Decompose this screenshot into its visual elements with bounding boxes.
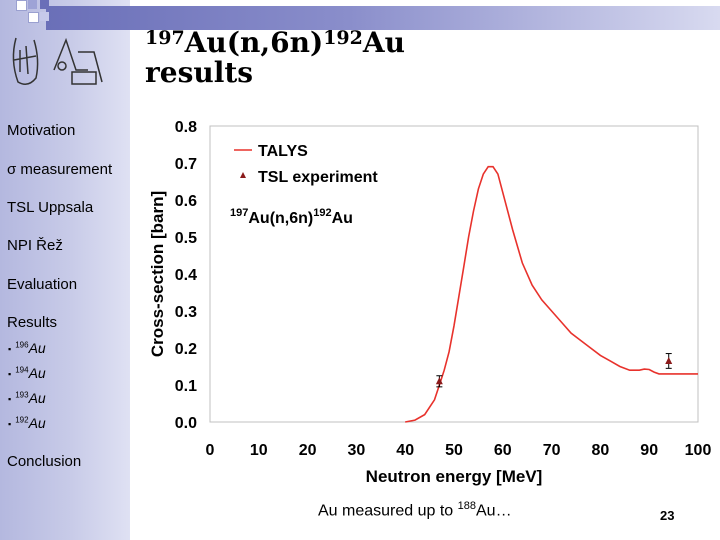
x-tick-label: 40 — [396, 442, 414, 459]
nav-item-npi-rez[interactable]: NPI Řež — [7, 237, 63, 254]
y-tick-label: 0.0 — [175, 415, 197, 432]
gsi-logo — [53, 37, 103, 85]
experiment-point — [435, 377, 443, 385]
deco-square — [16, 0, 27, 11]
cross-section-chart: 0.0 0.1 0.2 0.3 0.4 0.5 0.6 0.7 0.8 0 10 20 30 40 50 6… — [148, 119, 712, 486]
nav-subitem-au196[interactable]: ▪ 196Au — [8, 340, 46, 356]
y-tick-label: 0.7 — [175, 156, 197, 173]
y-tick-label: 0.4 — [175, 267, 197, 284]
legend-box — [222, 134, 402, 190]
chart-annotation: 197Au(n,6n)192Au — [230, 207, 353, 227]
nav-subitem-au193[interactable]: ▪ 193Au — [8, 390, 46, 406]
x-tick-label: 70 — [543, 442, 561, 459]
x-tick-label: 90 — [640, 442, 658, 459]
nav-item-results[interactable]: Results — [7, 314, 58, 331]
x-tick-label: 60 — [494, 442, 512, 459]
series-points-tsl-experiment — [435, 353, 673, 388]
nav-subitem-au194[interactable]: ▪ 194Au — [8, 365, 46, 381]
page-number: 23 — [660, 508, 675, 523]
x-tick-labels: 0 10 20 30 40 50 60 70 80 90 100 — [206, 442, 712, 459]
deco-square — [28, 12, 39, 23]
deco-square — [40, 0, 49, 9]
deco-square — [28, 0, 37, 9]
x-tick-label: 100 — [685, 442, 712, 459]
y-tick-labels: 0.0 0.1 0.2 0.3 0.4 0.5 0.6 0.7 0.8 — [175, 119, 197, 432]
y-tick-label: 0.5 — [175, 230, 197, 247]
nav-item-tsl-uppsala[interactable]: TSL Uppsala — [7, 199, 94, 216]
nav-item-evaluation[interactable]: Evaluation — [7, 276, 78, 293]
x-tick-label: 30 — [348, 442, 366, 459]
y-tick-label: 0.2 — [175, 341, 197, 358]
x-axis-label: Neutron energy [MeV] — [366, 467, 543, 486]
legend-swatch-tsl-experiment — [240, 172, 246, 178]
x-tick-label: 10 — [250, 442, 268, 459]
x-tick-label: 0 — [206, 442, 215, 459]
y-tick-label: 0.8 — [175, 119, 197, 136]
top-banner — [46, 6, 720, 30]
y-tick-label: 0.3 — [175, 304, 197, 321]
x-tick-label: 20 — [299, 442, 317, 459]
x-tick-label: 80 — [592, 442, 610, 459]
institute-logos — [12, 37, 103, 85]
nav-subitem-au192[interactable]: ▪ 192Au — [8, 415, 46, 431]
y-tick-label: 0.6 — [175, 193, 197, 210]
slide-title: 197Au(n,6n)192Au results — [145, 26, 405, 89]
legend-label-talys: TALYS — [258, 143, 308, 160]
y-tick-label: 0.1 — [175, 378, 197, 395]
legend: TALYS TSL experiment — [222, 134, 402, 190]
nav-item-motivation[interactable]: Motivation — [7, 122, 76, 139]
legend-label-tsl-experiment: TSL experiment — [258, 169, 378, 186]
ujf-logo — [12, 37, 39, 85]
nav-item-conclusion[interactable]: Conclusion — [7, 453, 82, 470]
y-axis-label: Cross-section [barn] — [148, 191, 167, 357]
footer-note: Au measured up to 188Au… — [318, 500, 512, 520]
experiment-point — [665, 356, 673, 364]
nav-item-measurement[interactable]: σ measurement — [7, 161, 113, 178]
slide-title-line2: results — [145, 56, 254, 89]
sidebar-panel — [0, 0, 130, 540]
deco-square — [40, 12, 49, 21]
series-line-talys — [405, 165, 698, 423]
x-tick-label: 50 — [445, 442, 463, 459]
